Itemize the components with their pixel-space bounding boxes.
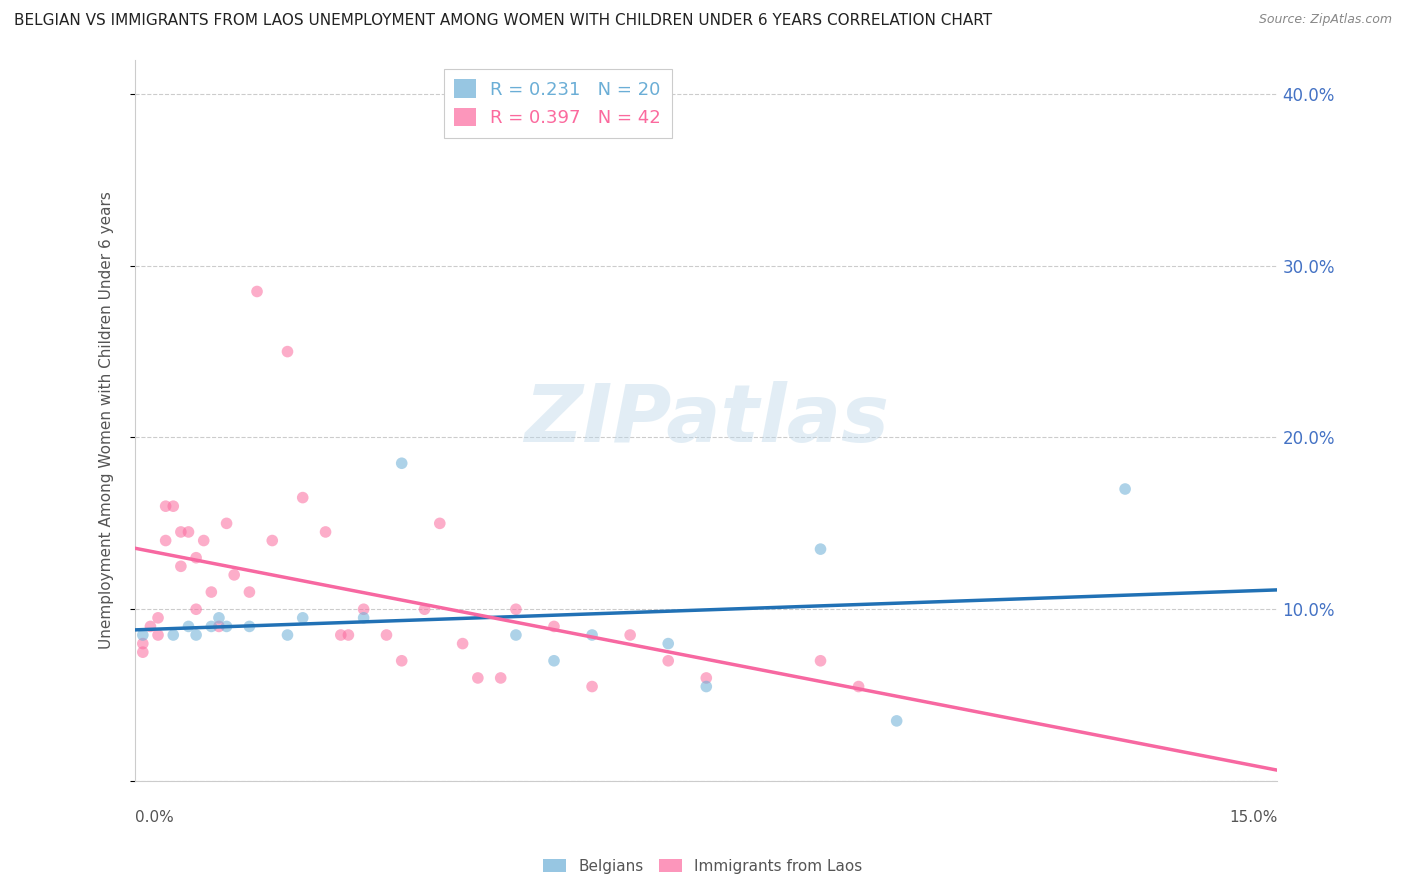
Point bbox=[132, 628, 155, 642]
Point bbox=[337, 628, 360, 642]
Point bbox=[177, 524, 200, 539]
Point bbox=[162, 499, 184, 513]
Point bbox=[132, 645, 155, 659]
Point bbox=[581, 628, 603, 642]
Text: Source: ZipAtlas.com: Source: ZipAtlas.com bbox=[1258, 13, 1392, 27]
Point bbox=[146, 628, 169, 642]
Point bbox=[657, 654, 679, 668]
Point bbox=[184, 550, 207, 565]
Point bbox=[184, 628, 207, 642]
Point bbox=[451, 637, 474, 651]
Point bbox=[155, 499, 177, 513]
Point bbox=[505, 602, 527, 616]
Point bbox=[177, 619, 200, 633]
Point bbox=[695, 680, 717, 694]
Point bbox=[429, 516, 451, 531]
Point bbox=[543, 654, 565, 668]
Point bbox=[391, 654, 413, 668]
Point bbox=[238, 619, 260, 633]
Point bbox=[505, 628, 527, 642]
Point bbox=[619, 628, 641, 642]
Point bbox=[489, 671, 512, 685]
Point bbox=[1114, 482, 1136, 496]
Point bbox=[375, 628, 398, 642]
Legend: Belgians, Immigrants from Laos: Belgians, Immigrants from Laos bbox=[537, 853, 869, 880]
Point bbox=[810, 654, 832, 668]
Point bbox=[657, 637, 679, 651]
Point bbox=[276, 344, 298, 359]
Point bbox=[848, 680, 870, 694]
Point bbox=[162, 628, 184, 642]
Point bbox=[155, 533, 177, 548]
Point bbox=[581, 680, 603, 694]
Point bbox=[200, 619, 222, 633]
Point bbox=[215, 516, 238, 531]
Point bbox=[224, 567, 246, 582]
Text: 0.0%: 0.0% bbox=[135, 810, 174, 825]
Point bbox=[262, 533, 284, 548]
Point bbox=[886, 714, 908, 728]
Point bbox=[170, 559, 193, 574]
Point bbox=[467, 671, 489, 685]
Point bbox=[132, 637, 155, 651]
Y-axis label: Unemployment Among Women with Children Under 6 years: Unemployment Among Women with Children U… bbox=[100, 192, 114, 649]
Point bbox=[193, 533, 215, 548]
Point bbox=[170, 524, 193, 539]
Legend: R = 0.231   N = 20, R = 0.397   N = 42: R = 0.231 N = 20, R = 0.397 N = 42 bbox=[443, 69, 672, 138]
Point bbox=[315, 524, 337, 539]
Point bbox=[353, 611, 375, 625]
Text: 15.0%: 15.0% bbox=[1229, 810, 1278, 825]
Point bbox=[810, 542, 832, 557]
Point bbox=[215, 619, 238, 633]
Point bbox=[291, 491, 314, 505]
Point bbox=[329, 628, 352, 642]
Point bbox=[413, 602, 436, 616]
Point bbox=[146, 611, 169, 625]
Point bbox=[238, 585, 260, 599]
Point bbox=[208, 611, 231, 625]
Point bbox=[184, 602, 207, 616]
Point bbox=[543, 619, 565, 633]
Point bbox=[291, 611, 314, 625]
Text: ZIPatlas: ZIPatlas bbox=[524, 381, 889, 459]
Point bbox=[200, 585, 222, 599]
Point bbox=[353, 602, 375, 616]
Point bbox=[391, 456, 413, 470]
Point bbox=[276, 628, 298, 642]
Point bbox=[246, 285, 269, 299]
Point bbox=[695, 671, 717, 685]
Point bbox=[208, 619, 231, 633]
Point bbox=[139, 619, 162, 633]
Text: BELGIAN VS IMMIGRANTS FROM LAOS UNEMPLOYMENT AMONG WOMEN WITH CHILDREN UNDER 6 Y: BELGIAN VS IMMIGRANTS FROM LAOS UNEMPLOY… bbox=[14, 13, 993, 29]
